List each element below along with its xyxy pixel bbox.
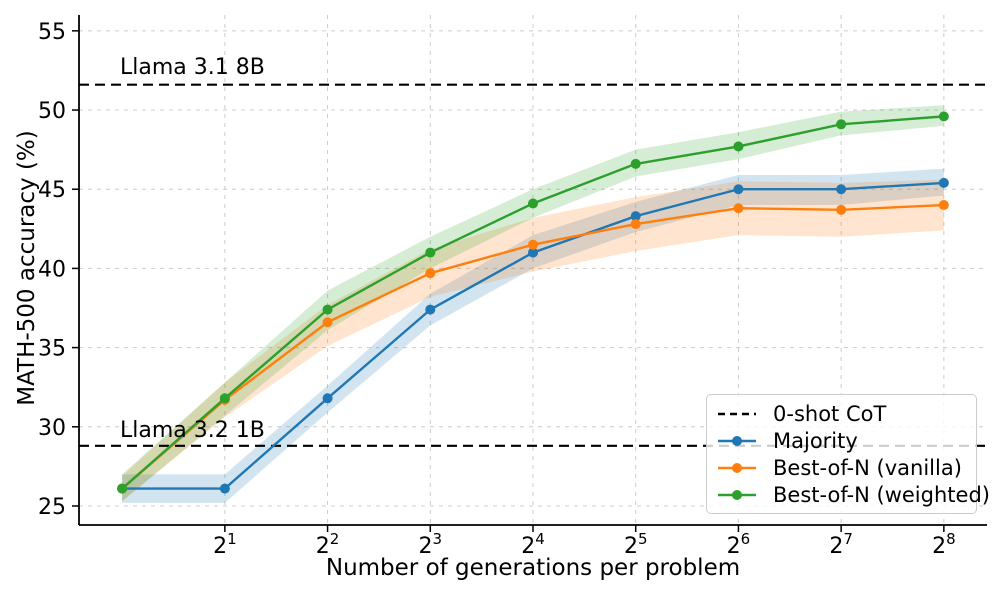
legend-label: Best-of-N (vanilla) [773, 455, 962, 480]
dashed-line-sample-icon [718, 412, 756, 415]
baseline-label-llama-3-2-1b: Llama 3.2 1B [120, 418, 265, 443]
data-point-marker [425, 247, 436, 258]
legend: 0-shot CoT Majority Best-of-N (vanilla) … [706, 394, 990, 514]
data-point-marker [733, 184, 744, 195]
data-point-marker [528, 198, 538, 209]
y-tick-label: 40 [38, 257, 66, 282]
data-point-marker [836, 119, 847, 130]
data-point-marker [733, 141, 744, 152]
line-marker-sample-icon [718, 435, 756, 446]
y-tick-label: 50 [38, 99, 66, 124]
data-point-marker [528, 239, 538, 250]
data-point-marker [938, 111, 949, 122]
line-marker-sample-icon [718, 489, 756, 500]
data-point-marker [836, 204, 847, 215]
x-axis-label: Number of generations per problem [325, 555, 741, 581]
data-point-marker [630, 158, 641, 169]
legend-label: Best-of-N (weighted) [773, 482, 990, 507]
line-marker-sample-icon [718, 462, 756, 473]
data-point-marker [322, 317, 333, 328]
legend-item-best-of-n-vanilla: Best-of-N (vanilla) [718, 454, 968, 481]
data-point-marker [630, 219, 641, 230]
y-tick-label: 45 [38, 178, 66, 203]
y-axis-label: MATH-500 accuracy (%) [14, 130, 40, 406]
data-point-marker [425, 268, 436, 279]
legend-label: Majority [773, 428, 858, 453]
y-tick-label: 25 [38, 495, 66, 520]
y-tick-label: 30 [38, 416, 66, 441]
data-point-marker [836, 184, 847, 195]
legend-item-0shot-cot: 0-shot CoT [718, 400, 968, 427]
confidence-band [122, 168, 944, 503]
y-tick-label: 35 [38, 337, 66, 362]
data-point-marker [219, 483, 230, 494]
data-point-marker [630, 211, 641, 222]
legend-item-best-of-n-weighted: Best-of-N (weighted) [718, 481, 990, 508]
data-point-marker [322, 393, 333, 404]
baseline-label-llama-3-1-8b: Llama 3.1 8B [120, 55, 265, 80]
legend-label: 0-shot CoT [773, 401, 887, 426]
legend-item-majority: Majority [718, 427, 968, 454]
data-point-marker [219, 393, 230, 404]
data-point-marker [425, 304, 436, 315]
data-point-marker [528, 247, 538, 258]
y-tick-label: 55 [38, 20, 66, 45]
data-point-marker [733, 203, 744, 214]
data-point-marker [117, 483, 128, 494]
data-point-marker [938, 177, 949, 188]
data-point-marker [938, 200, 949, 211]
data-point-marker [322, 304, 333, 315]
